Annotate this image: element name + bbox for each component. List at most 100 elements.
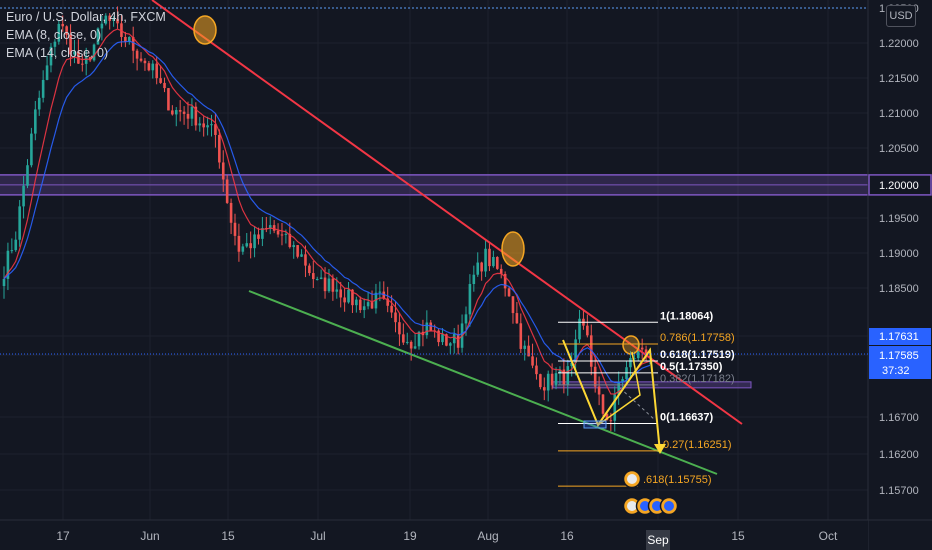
y-tick-label-11: 1.15700 xyxy=(879,485,919,497)
candle-body xyxy=(285,234,288,235)
crosshair-price-text: 1.17631 xyxy=(879,331,919,343)
candle-body xyxy=(245,243,248,246)
touch-circle-3[interactable] xyxy=(623,336,639,354)
candle-body xyxy=(449,343,452,345)
candle-body xyxy=(38,98,41,110)
candle-body xyxy=(335,289,338,291)
low-box[interactable] xyxy=(584,421,606,428)
y-tick-label-9: 1.16700 xyxy=(879,412,919,424)
candle-body xyxy=(367,302,370,306)
candle-body xyxy=(218,135,221,162)
candle-body xyxy=(42,80,45,98)
candle-body xyxy=(480,263,483,272)
candle-body xyxy=(206,125,209,127)
candle-body xyxy=(414,346,417,348)
fib-level-label-3: 0.5(1.17350) xyxy=(660,361,723,373)
x-tick-label-0: 17 xyxy=(56,529,70,543)
ema-14-label: EMA (14, close, 0) xyxy=(6,44,166,62)
candle-body xyxy=(488,249,491,266)
candle-body xyxy=(312,273,315,279)
candle-body xyxy=(81,64,84,65)
x-tick-label-8: 15 xyxy=(731,529,745,543)
candle-body xyxy=(418,332,421,346)
x-tick-label-1: Jun xyxy=(140,529,159,543)
candle-body xyxy=(238,236,241,252)
candle-body xyxy=(508,288,511,296)
x-tick-label-6: 16 xyxy=(560,529,574,543)
y-tick-label-5: 1.19000 xyxy=(879,248,919,260)
y-tick-label-2: 1.21000 xyxy=(879,108,919,120)
candle-body xyxy=(594,367,597,387)
candle-body xyxy=(253,234,256,248)
x-tick-label-4: 19 xyxy=(403,529,417,543)
candle-body xyxy=(363,306,366,310)
candle-body xyxy=(476,263,479,275)
candle-body xyxy=(523,346,526,349)
candle-body xyxy=(598,387,601,395)
candle-body xyxy=(551,374,554,386)
economic-event-flag-4 xyxy=(664,501,674,511)
candle-body xyxy=(492,257,495,266)
candle-body xyxy=(332,279,335,292)
candle-body xyxy=(602,395,605,414)
candle-body xyxy=(155,64,158,79)
candle-body xyxy=(316,279,319,280)
descending-resistance-line[interactable] xyxy=(152,0,742,424)
candle-body xyxy=(234,223,237,236)
candle-body xyxy=(222,162,225,179)
candle-body xyxy=(641,348,644,350)
candle-body xyxy=(324,278,327,292)
candle-body xyxy=(167,88,170,110)
candle-body xyxy=(520,323,523,349)
candle-body xyxy=(281,234,284,235)
x-tick-label-9: Oct xyxy=(819,529,838,543)
fib-level-label-1: 0.786(1.17758) xyxy=(660,332,735,344)
ema-8-line[interactable] xyxy=(4,29,650,394)
candle-body xyxy=(300,254,303,256)
candle-body xyxy=(179,110,182,112)
countdown-text: 37:32 xyxy=(882,365,910,377)
candle-body xyxy=(457,334,460,348)
candle-body xyxy=(539,374,542,387)
level-badge-text: 1.20000 xyxy=(879,180,919,192)
candle-body xyxy=(226,179,229,202)
ema-14-line[interactable] xyxy=(4,41,650,382)
x-tick-label-5: Aug xyxy=(477,529,498,543)
candle-body xyxy=(406,342,409,343)
x-tick-label-2: 15 xyxy=(221,529,235,543)
candle-body xyxy=(390,306,393,313)
currency-badge[interactable]: USD xyxy=(886,5,916,27)
economic-event-flag-1 xyxy=(627,501,637,511)
candle-body xyxy=(512,296,515,313)
candle-body xyxy=(531,356,534,365)
candle-body xyxy=(210,124,213,125)
candle-body xyxy=(148,63,151,70)
candle-body xyxy=(547,374,550,391)
time-crosshair-text: Sep xyxy=(647,533,669,547)
candle-body xyxy=(3,279,6,286)
touch-circle-2[interactable] xyxy=(502,232,524,266)
candle-body xyxy=(242,246,245,251)
candle-body xyxy=(308,266,311,273)
candle-body xyxy=(371,302,374,308)
fib-level-label-4: 0.382(1.17182) xyxy=(660,373,735,385)
candle-body xyxy=(484,249,487,272)
grey-dashed-line xyxy=(620,388,655,420)
candle-body xyxy=(151,64,154,71)
candle-body xyxy=(441,334,444,342)
candle-body xyxy=(516,313,519,323)
candle-body xyxy=(175,110,178,114)
x-tick-label-3: Jul xyxy=(310,529,325,543)
candle-body xyxy=(183,112,186,114)
last-price-text: 1.17585 xyxy=(879,350,919,362)
ema-8-label: EMA (8, close, 0) xyxy=(6,26,166,44)
fib-level-label-0: 1(1.18064) xyxy=(660,310,714,322)
candle-body xyxy=(273,225,276,231)
y-tick-label-3: 1.20500 xyxy=(879,143,919,155)
candle-body xyxy=(343,297,346,302)
touch-circle-1[interactable] xyxy=(194,16,216,44)
candle-body xyxy=(202,123,205,127)
candle-body xyxy=(543,387,546,390)
